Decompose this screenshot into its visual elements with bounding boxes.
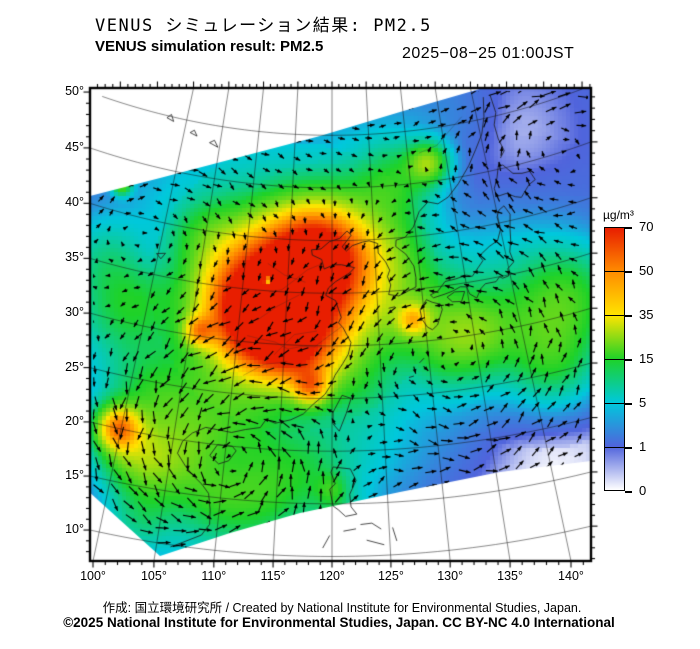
lat-tick-label: 20° [65, 413, 84, 428]
colorbar-tick [625, 315, 632, 317]
lon-tick-label: 140° [558, 569, 584, 583]
colorbar-tick [625, 491, 632, 493]
colorbar-tick [625, 447, 632, 449]
license-line: ©2025 National Institute for Environment… [63, 615, 615, 630]
colorbar-boundary-line [604, 359, 625, 360]
lon-tick-label: 110° [201, 569, 227, 583]
lon-tick-label: 135° [497, 569, 523, 583]
colorbar-tick [625, 271, 632, 273]
lat-tick-label: 30° [65, 305, 84, 320]
colorbar-boundary-line [604, 315, 625, 316]
lon-tick-label: 125° [377, 569, 404, 583]
lon-tick-label: 120° [319, 569, 345, 583]
lat-tick-label: 25° [65, 359, 84, 374]
lat-tick-label: 50° [65, 84, 84, 99]
colorbar-tick-label: 5 [639, 395, 647, 410]
colorbar-unit-label: µg/m³ [603, 208, 634, 222]
lat-tick-label: 35° [65, 250, 84, 265]
colorbar-tick [625, 227, 632, 229]
lat-tick-label: 15° [65, 468, 84, 483]
lon-tick-label: 105° [140, 569, 167, 583]
credit-line: 作成: 国立環境研究所 / Created by National Instit… [102, 601, 582, 615]
colorbar-tick [625, 359, 632, 361]
lat-tick-label: 45° [65, 139, 84, 154]
lat-tick-label: 40° [65, 195, 84, 210]
colorbar-boundary-line [604, 271, 625, 272]
colorbar-tick-label: 1 [639, 439, 647, 454]
lon-tick-label: 130° [437, 569, 464, 583]
lon-tick-label: 100° [80, 569, 106, 583]
lat-tick-label: 10° [65, 522, 84, 537]
colorbar-tick-label: 0 [639, 483, 647, 498]
colorbar-tick [625, 403, 632, 405]
colorbar-tick-label: 50 [639, 263, 654, 278]
colorbar-tick-label: 15 [639, 351, 654, 366]
colorbar-boundary-line [604, 447, 625, 448]
colorbar-boundary-line [604, 403, 625, 404]
colorbar-tick-label: 70 [639, 219, 654, 234]
lon-tick-label: 115° [260, 569, 286, 583]
colorbar-tick-label: 35 [639, 307, 654, 322]
